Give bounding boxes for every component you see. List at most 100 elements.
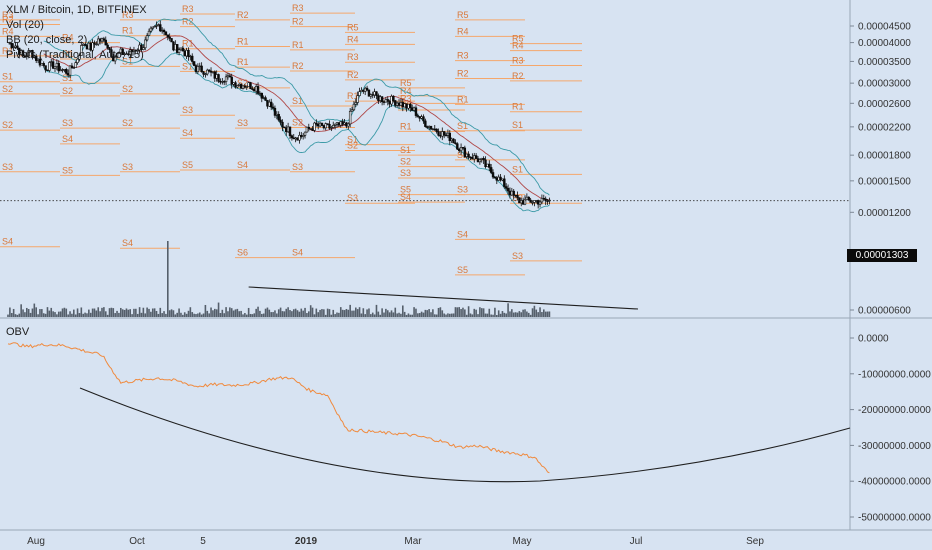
volume-bar: [345, 309, 348, 317]
volume-bar: [277, 309, 280, 317]
obv-title[interactable]: OBV: [6, 326, 30, 338]
price-tick-label: 0.00001200: [858, 208, 911, 219]
legend-symbol[interactable]: XLM / Bitcoin, 1D, BITFINEX: [6, 4, 147, 16]
candle-body: [345, 122, 348, 127]
volume-bar: [245, 314, 248, 317]
volume-bar: [195, 314, 197, 317]
volume-bar: [26, 307, 28, 317]
volume-bar: [262, 313, 265, 317]
volume-bar: [381, 308, 383, 317]
obv-tick-label: -40000000.0000: [858, 477, 931, 488]
time-tick-label: 5: [200, 536, 206, 547]
candle-body: [183, 50, 186, 57]
candle-body: [10, 43, 13, 48]
volume-bar: [546, 311, 549, 317]
candle-body: [200, 65, 203, 73]
candle-body: [251, 88, 254, 90]
pivot-level-label: S5: [457, 265, 468, 275]
candle-body: [230, 76, 233, 85]
volume-bar: [131, 314, 133, 317]
candle-body: [160, 29, 164, 32]
candle-body: [489, 167, 493, 173]
volume-bar: [44, 313, 47, 317]
volume-bar: [20, 304, 22, 317]
volume-bar: [377, 311, 380, 317]
volume-bar: [426, 310, 429, 317]
volume-bar: [253, 313, 256, 317]
obv-pane: 0.0000 -10000000.0000 -20000000.0000 -30000…: [7, 334, 931, 524]
volume-bar: [319, 309, 321, 317]
volume-bar: [447, 313, 449, 317]
volume-bar: [415, 308, 417, 317]
candle-body: [482, 158, 485, 161]
volume-bar: [514, 312, 517, 317]
pivot-level-label: R2: [457, 69, 469, 79]
candle-body: [232, 82, 235, 85]
volume-bar: [95, 310, 98, 317]
candle-body: [478, 159, 482, 163]
candle-body: [226, 75, 230, 78]
candle-body: [48, 62, 51, 71]
candle-body: [215, 74, 218, 79]
volume-bar: [311, 307, 314, 317]
candle-body: [476, 158, 480, 163]
volume-bar: [183, 312, 186, 317]
candle-body: [367, 89, 371, 97]
candle-body: [454, 142, 457, 145]
volume-bar: [272, 312, 274, 317]
candle-body: [313, 122, 316, 131]
candle-body: [172, 41, 175, 51]
volume-bar: [91, 308, 94, 317]
pivot-level-label: R2: [292, 17, 304, 27]
legend-bollinger[interactable]: BB (20, close, 2): [6, 34, 88, 46]
candle-body: [467, 153, 470, 158]
pivot-level-label: R2: [2, 14, 14, 24]
volume-bar: [302, 310, 304, 317]
candle-body: [540, 197, 544, 203]
volume-bar: [257, 306, 259, 317]
volume-bar: [450, 313, 453, 317]
volume-bar: [197, 313, 199, 317]
candle-body: [275, 113, 279, 116]
volume-bar: [317, 312, 319, 317]
pivot-level-label: R5: [347, 22, 359, 32]
legend-pivots[interactable]: Pivots (Traditional, Auto, 15): [6, 49, 144, 61]
candle-body: [311, 128, 314, 131]
volume-bar: [324, 314, 327, 317]
pivot-level-label: R4: [62, 33, 74, 43]
candle-body: [442, 131, 446, 136]
candle-body: [286, 126, 290, 133]
volume-bar: [172, 310, 175, 317]
volume-bar: [138, 307, 141, 317]
pivot-level-label: S4: [400, 192, 411, 202]
volume-bar: [106, 314, 109, 317]
legend-volume[interactable]: Vol (20): [6, 19, 44, 31]
volume-bar: [439, 307, 442, 317]
volume-bar: [433, 314, 436, 317]
pivot-level-label: R1: [457, 94, 469, 104]
candle-body: [525, 196, 529, 200]
volume-bar: [524, 309, 526, 317]
volume-bar: [229, 307, 231, 317]
candle-body: [508, 190, 512, 196]
volume-bar: [73, 309, 75, 317]
volume-trend-line: [248, 286, 639, 310]
volume-bar: [362, 308, 365, 317]
candle-body: [488, 163, 491, 168]
candle-body: [461, 146, 465, 149]
volume-bar: [477, 314, 479, 317]
pivot-level-label: S5: [400, 185, 411, 195]
volume-bar: [127, 309, 130, 317]
candle-body: [256, 86, 260, 94]
candle-body: [332, 125, 335, 128]
last-price-tag: 0.00001303: [847, 249, 917, 262]
volume-bar: [234, 309, 237, 317]
volume-bar: [306, 313, 308, 317]
candle-body: [504, 186, 508, 189]
candle-body: [322, 125, 326, 129]
volume-bar: [475, 309, 477, 317]
pivot-level-label: S4: [292, 248, 303, 258]
volume-bar: [413, 307, 415, 317]
volume-bar: [283, 311, 286, 317]
